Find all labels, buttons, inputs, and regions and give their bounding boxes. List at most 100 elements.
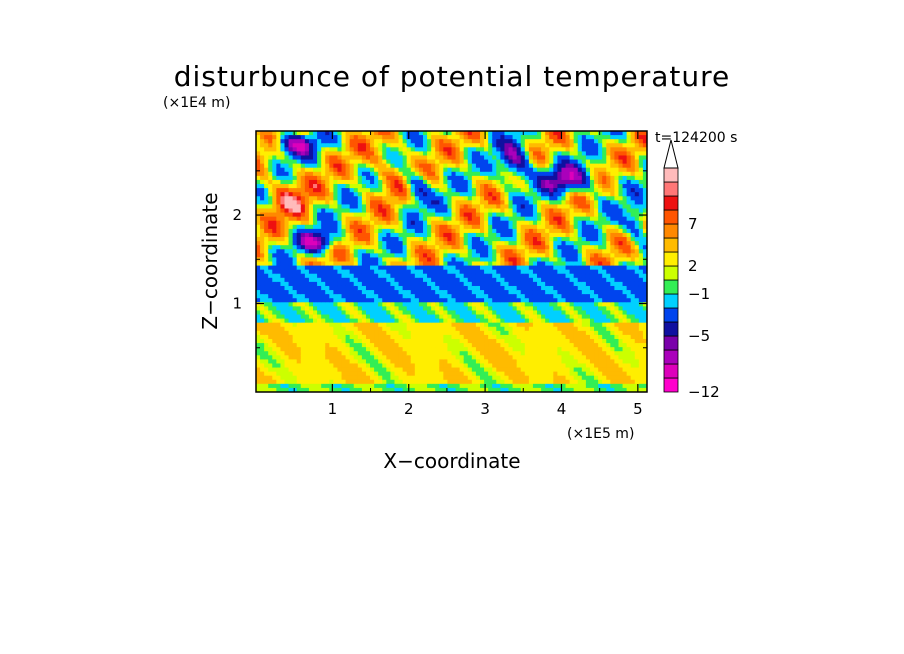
field-cell: [357, 159, 363, 165]
field-cell: [427, 351, 432, 356]
field-cell: [418, 371, 424, 377]
field-cell: [264, 241, 269, 246]
field-cell: [345, 330, 351, 336]
field-cell: [321, 347, 326, 352]
field-cell: [447, 359, 453, 365]
field-cell: [349, 261, 355, 267]
field-cell: [532, 330, 538, 336]
field-cell: [321, 200, 326, 206]
field-cell: [418, 216, 424, 222]
field-cell: [545, 159, 550, 165]
field-cell: [459, 265, 465, 271]
field-cell: [459, 367, 465, 373]
field-cell: [321, 322, 326, 328]
field-cell: [349, 277, 355, 283]
field-cell: [459, 290, 465, 295]
field-cell: [361, 147, 367, 152]
field-cell: [296, 143, 302, 148]
field-cell: [512, 281, 518, 287]
field-cell: [565, 151, 571, 157]
field-cell: [455, 208, 461, 214]
field-cell: [353, 151, 359, 157]
field-cell: [463, 139, 469, 144]
field-cell: [325, 285, 330, 291]
field-cell: [418, 367, 424, 373]
field-cell: [528, 253, 534, 259]
field-cell: [500, 343, 506, 348]
field-cell: [256, 204, 261, 210]
field-cell: [431, 208, 436, 214]
field-cell: [435, 387, 440, 392]
field-cell: [349, 334, 355, 340]
field-cell: [471, 155, 477, 161]
field-cell: [545, 277, 550, 283]
field-cell: [431, 175, 436, 181]
field-cell: [565, 241, 571, 246]
field-cell: [321, 151, 326, 157]
field-cell: [406, 314, 412, 320]
field-cell: [284, 232, 290, 238]
field-cell: [414, 290, 420, 295]
field-cell: [296, 359, 302, 365]
field-cell: [565, 200, 571, 206]
field-cell: [545, 326, 550, 332]
field-cell: [313, 220, 318, 226]
field-cell: [492, 265, 497, 271]
field-cell: [329, 237, 334, 242]
field-cell: [504, 167, 510, 173]
field-cell: [365, 359, 371, 365]
field-cell: [520, 204, 526, 210]
field-cell: [370, 383, 375, 389]
field-cell: [280, 318, 286, 324]
field-cell: [276, 383, 282, 389]
field-cell: [557, 135, 563, 140]
field-cell: [272, 147, 277, 152]
field-cell: [455, 159, 461, 165]
field-cell: [321, 306, 326, 312]
field-cell: [569, 371, 575, 377]
field-cell: [370, 241, 375, 246]
field-cell: [414, 318, 420, 324]
field-cell: [565, 338, 571, 344]
field-cell: [439, 265, 444, 271]
field-cell: [508, 290, 514, 295]
field-cell: [541, 179, 546, 185]
field-cell: [504, 290, 510, 295]
field-cell: [565, 208, 571, 214]
field-cell: [512, 167, 518, 173]
field-cell: [272, 290, 277, 295]
field-cell: [480, 298, 485, 303]
field-cell: [439, 387, 444, 392]
field-cell: [345, 204, 351, 210]
field-cell: [276, 318, 282, 324]
field-cell: [374, 306, 379, 312]
field-cell: [504, 359, 510, 365]
field-cell: [378, 379, 383, 385]
field-cell: [394, 265, 400, 271]
field-cell: [459, 351, 465, 356]
field-cell: [276, 155, 282, 161]
field-cell: [365, 375, 371, 381]
field-cell: [435, 249, 440, 254]
field-cell: [345, 175, 351, 181]
field-cell: [341, 220, 347, 226]
field-cell: [321, 343, 326, 348]
field-cell: [504, 347, 510, 352]
field-cell: [394, 310, 400, 316]
field-cell: [549, 281, 554, 287]
field-cell: [264, 147, 269, 152]
field-cell: [284, 367, 290, 373]
field-cell: [353, 224, 359, 230]
field-cell: [496, 306, 501, 312]
field-cell: [532, 257, 538, 263]
field-cell: [308, 338, 314, 344]
field-cell: [304, 379, 310, 385]
field-cell: [370, 334, 375, 340]
field-cell: [280, 338, 286, 344]
field-cell: [528, 184, 534, 189]
field-cell: [398, 196, 404, 201]
field-cell: [272, 204, 277, 210]
field-cell: [422, 261, 428, 267]
field-cell: [361, 318, 367, 324]
field-cell: [284, 151, 290, 157]
